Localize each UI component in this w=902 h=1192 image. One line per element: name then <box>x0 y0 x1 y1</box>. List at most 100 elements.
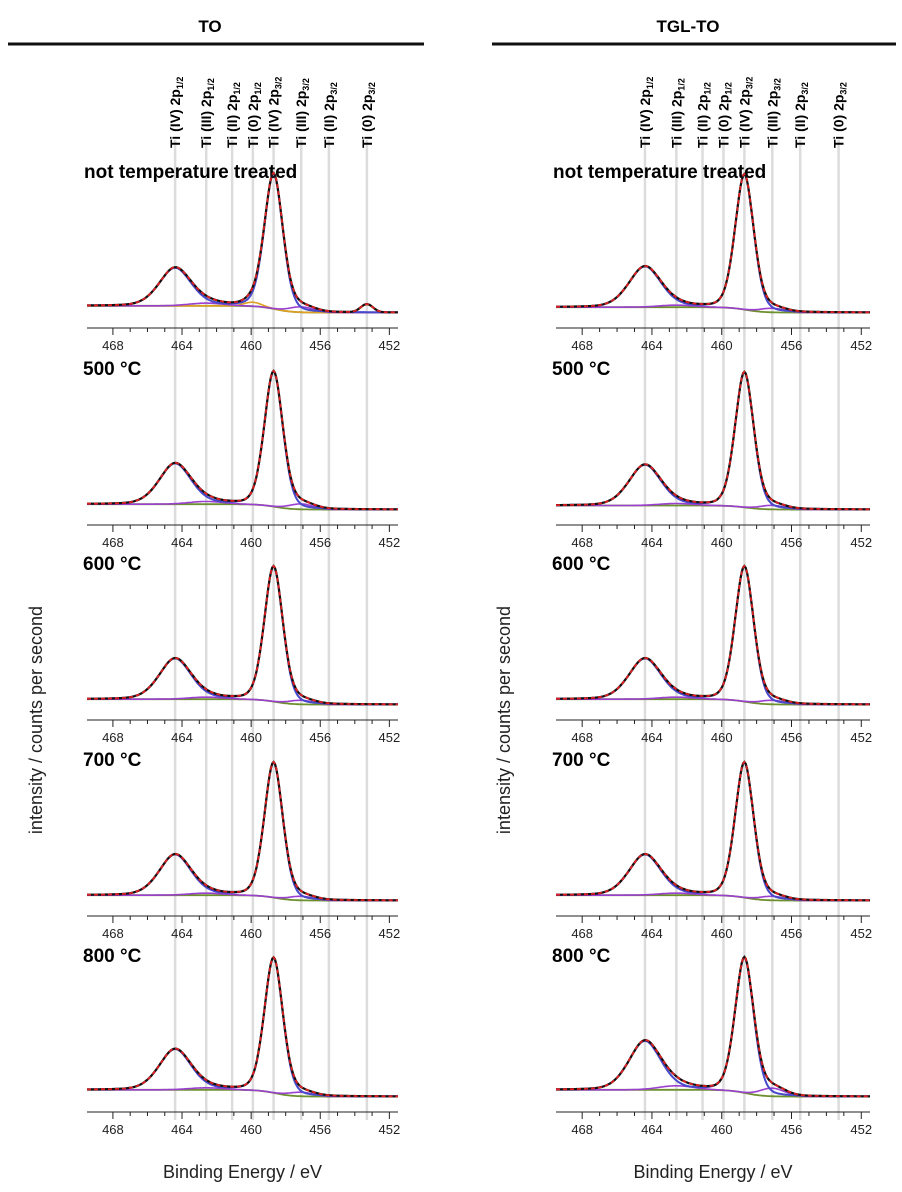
measured-spectrum <box>87 760 398 902</box>
x-tick-label: 460 <box>240 1122 262 1137</box>
x-tick-label: 452 <box>379 730 401 745</box>
panel-title: 600 °C <box>552 554 611 575</box>
measured-spectrum <box>556 172 870 314</box>
column-title: TGL-TO <box>657 17 720 36</box>
x-tick-label: 452 <box>379 926 401 941</box>
peak-label: Ti (III) 2p1/2 <box>668 78 686 148</box>
peak-label: Ti (IV) 2p1/2 <box>637 77 655 148</box>
peak-label: Ti (0) 2p3/2 <box>359 82 377 148</box>
peak-label: Ti (0) 2p1/2 <box>715 82 733 148</box>
fit-envelope <box>556 370 870 511</box>
x-tick-label: 464 <box>641 730 663 745</box>
fit-envelope <box>87 564 398 706</box>
peak-label: Ti (II) 2p1/2 <box>695 82 713 148</box>
x-tick-label: 468 <box>102 1122 124 1137</box>
panel-title: 700 °C <box>552 750 611 771</box>
panel-title: not temperature treated <box>553 162 766 183</box>
x-tick-label: 468 <box>571 926 593 941</box>
x-tick-label: 464 <box>171 535 193 550</box>
peak-label: Ti (III) 2p3/2 <box>764 78 782 148</box>
x-tick-label: 468 <box>571 1122 593 1137</box>
y-axis-label: intensity / counts per second <box>26 606 46 834</box>
x-tick-label: 452 <box>379 1122 401 1137</box>
panel-title: 800 °C <box>83 946 142 967</box>
xps-panel: not temperature treated 468 464 460 456 452 <box>84 162 400 353</box>
y-axis-label: intensity / counts per second <box>494 606 514 834</box>
xps-panel: 800 °C 468 464 460 456 452 <box>552 946 872 1137</box>
measured-spectrum <box>556 955 870 1098</box>
x-tick-label: 452 <box>379 338 401 353</box>
ti4-component <box>556 955 870 1098</box>
x-tick-label: 468 <box>571 338 593 353</box>
x-tick-label: 456 <box>309 535 331 550</box>
x-axis-label: Binding Energy / eV <box>633 1162 792 1182</box>
measured-spectrum <box>556 564 870 706</box>
x-axis-label: Binding Energy / eV <box>163 1162 322 1182</box>
x-tick-label: 456 <box>309 926 331 941</box>
peak-label: Ti (IV) 2p3/2 <box>736 77 754 148</box>
measured-spectrum <box>87 171 398 314</box>
x-tick-label: 468 <box>102 535 124 550</box>
x-tick-label: 464 <box>171 338 193 353</box>
x-tick-label: 460 <box>711 535 733 550</box>
panel-title: 600 °C <box>83 554 142 575</box>
measured-spectrum <box>556 370 870 511</box>
xps-panel: 700 °C 468 464 460 456 452 <box>552 750 872 941</box>
x-tick-label: 460 <box>711 730 733 745</box>
ti4-component <box>556 564 870 706</box>
peak-label: Ti (III) 2p1/2 <box>198 78 216 148</box>
x-tick-label: 456 <box>309 1122 331 1137</box>
x-tick-label: 452 <box>850 926 872 941</box>
x-tick-label: 452 <box>850 1122 872 1137</box>
panel-title: 800 °C <box>552 946 611 967</box>
xps-panel: not temperature treated 468 464 460 456 452 <box>553 162 872 353</box>
x-tick-label: 460 <box>240 926 262 941</box>
peak-label: Ti (0) 2p1/2 <box>245 82 263 148</box>
column-title: TO <box>198 17 221 36</box>
panel-title: 700 °C <box>83 750 142 771</box>
x-tick-label: 460 <box>240 338 262 353</box>
x-tick-label: 452 <box>850 338 872 353</box>
ti4-component <box>556 760 870 902</box>
measured-spectrum <box>556 760 870 902</box>
x-tick-label: 456 <box>781 535 803 550</box>
panel-title: 500 °C <box>83 359 142 380</box>
ti4-component <box>87 172 398 314</box>
x-tick-label: 456 <box>781 926 803 941</box>
x-tick-label: 464 <box>641 338 663 353</box>
x-tick-label: 468 <box>571 730 593 745</box>
x-tick-label: 464 <box>641 1122 663 1137</box>
x-tick-label: 468 <box>102 338 124 353</box>
xps-panel: 600 °C 468 464 460 456 452 <box>552 554 872 745</box>
x-tick-label: 456 <box>309 338 331 353</box>
ti4-component <box>87 564 398 706</box>
fit-envelope <box>556 955 870 1098</box>
x-tick-label: 464 <box>641 926 663 941</box>
x-tick-label: 456 <box>781 730 803 745</box>
xps-panel: 700 °C 468 464 460 456 452 <box>83 750 400 941</box>
fit-envelope <box>87 760 398 902</box>
fit-envelope <box>87 369 398 511</box>
measured-spectrum <box>87 955 398 1098</box>
peak-label: Ti (IV) 2p1/2 <box>167 77 185 148</box>
x-tick-label: 464 <box>171 926 193 941</box>
panel-title: not temperature treated <box>84 162 297 183</box>
x-tick-label: 464 <box>641 535 663 550</box>
fit-envelope <box>556 564 870 706</box>
x-tick-label: 452 <box>379 535 401 550</box>
peak-label: Ti (III) 2p3/2 <box>293 78 311 148</box>
peak-label: Ti (II) 2p3/2 <box>321 82 339 148</box>
ti4-component <box>87 956 398 1098</box>
fit-envelope <box>87 955 398 1098</box>
x-tick-label: 464 <box>171 730 193 745</box>
ti4-component <box>87 760 398 902</box>
panel-title: 500 °C <box>552 359 611 380</box>
peak-label: Ti (0) 2p3/2 <box>831 82 849 148</box>
x-tick-label: 452 <box>850 535 872 550</box>
fit-envelope <box>87 171 398 314</box>
measured-spectrum <box>87 369 398 511</box>
x-tick-label: 456 <box>309 730 331 745</box>
fit-envelope <box>556 172 870 314</box>
x-tick-label: 460 <box>240 535 262 550</box>
x-tick-label: 456 <box>781 338 803 353</box>
